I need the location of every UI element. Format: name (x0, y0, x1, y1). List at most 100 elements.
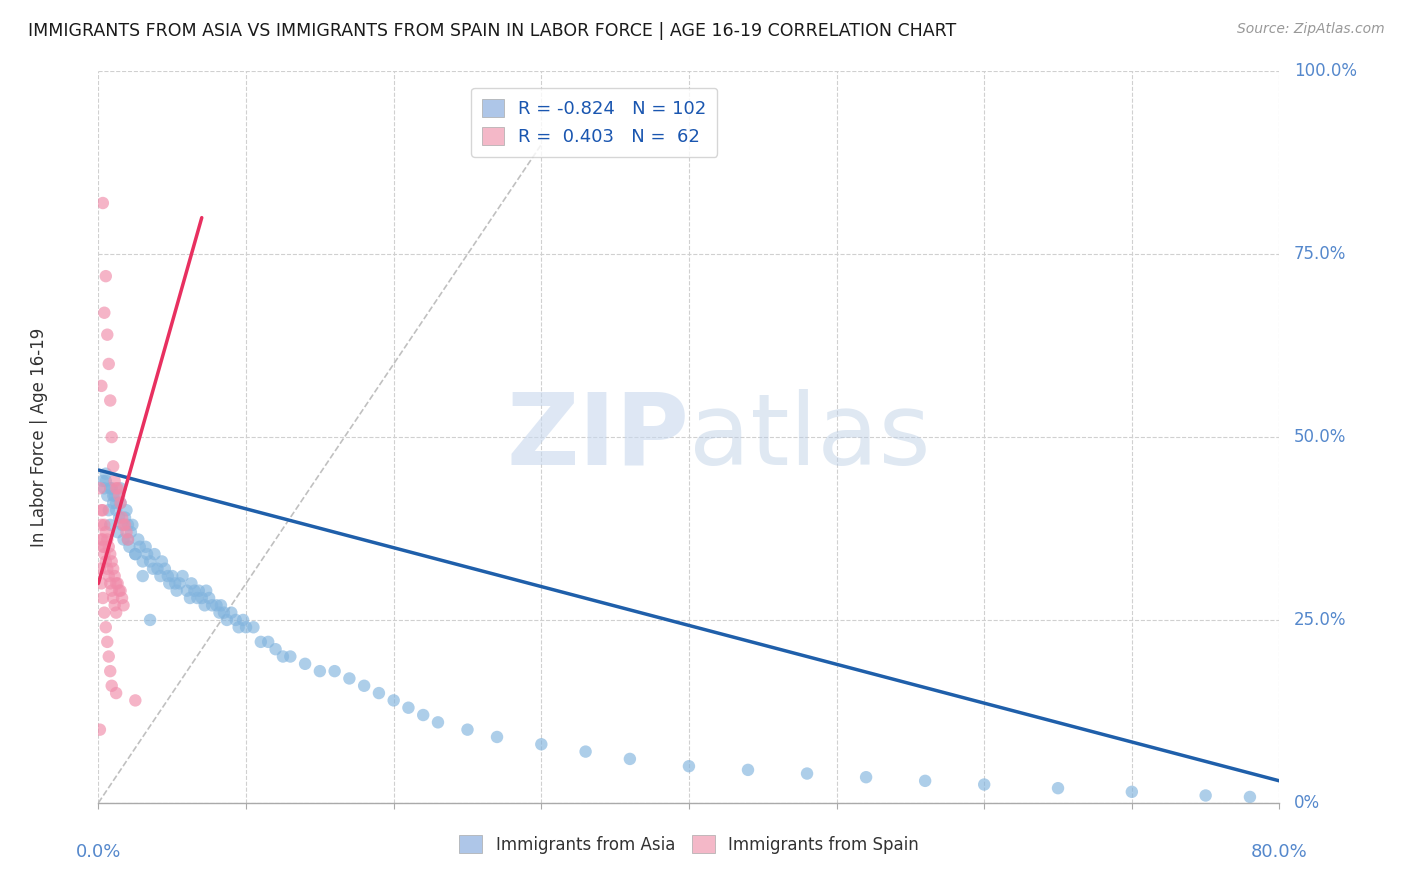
Point (737, 763, 759, 777)
Point (855, 770, 877, 784)
Point (486, 730, 509, 744)
Point (107, 576, 129, 591)
Point (120, 525, 142, 540)
Point (183, 583, 205, 598)
Point (294, 657, 316, 671)
Point (165, 576, 187, 591)
Point (96, 533, 118, 547)
Point (172, 569, 194, 583)
Point (135, 540, 157, 554)
Point (169, 576, 191, 591)
Text: 0%: 0% (1294, 794, 1320, 812)
Point (619, 752, 641, 766)
Point (127, 533, 149, 547)
Point (235, 620, 257, 634)
Text: 75.0%: 75.0% (1294, 245, 1346, 263)
Point (90, 576, 112, 591)
Point (1121, 785, 1143, 799)
Point (97, 540, 120, 554)
Point (201, 599, 224, 613)
Point (110, 481, 132, 495)
Point (132, 554, 155, 568)
Point (112, 533, 135, 547)
Point (89, 481, 111, 495)
Point (94, 474, 117, 488)
Point (110, 496, 132, 510)
Point (368, 686, 391, 700)
Point (111, 510, 134, 524)
Point (221, 606, 243, 620)
Point (215, 613, 238, 627)
Point (112, 599, 135, 613)
Point (94, 620, 117, 634)
Point (114, 510, 136, 524)
Point (186, 591, 208, 605)
Text: IMMIGRANTS FROM ASIA VS IMMIGRANTS FROM SPAIN IN LABOR FORCE | AGE 16-19 CORRELA: IMMIGRANTS FROM ASIA VS IMMIGRANTS FROM … (28, 22, 956, 40)
Point (1046, 781, 1070, 796)
Point (91, 591, 114, 605)
Text: atlas: atlas (689, 389, 931, 485)
Point (139, 613, 162, 627)
Point (93, 517, 115, 532)
Point (115, 525, 138, 540)
Point (110, 583, 132, 598)
Point (112, 517, 135, 532)
Point (97, 503, 120, 517)
Point (107, 481, 129, 495)
Point (398, 700, 420, 714)
Point (105, 496, 128, 510)
Point (136, 547, 159, 561)
Point (97, 569, 120, 583)
Text: 100.0%: 100.0% (1294, 62, 1357, 80)
Point (228, 620, 250, 634)
Point (796, 766, 818, 780)
Point (114, 517, 136, 532)
Point (105, 503, 128, 517)
Point (162, 569, 183, 583)
Point (97, 649, 120, 664)
Point (225, 613, 247, 627)
Point (111, 517, 134, 532)
Point (93, 547, 115, 561)
Point (117, 533, 139, 547)
Point (100, 583, 122, 598)
Point (271, 649, 294, 664)
Point (89, 723, 111, 737)
Text: 50.0%: 50.0% (1294, 428, 1346, 446)
Point (98, 393, 121, 408)
Point (157, 576, 180, 591)
Point (91, 503, 114, 517)
Point (104, 489, 127, 503)
Text: In Labor Force | Age 16-19: In Labor Force | Age 16-19 (31, 327, 48, 547)
Point (104, 599, 127, 613)
Point (205, 599, 228, 613)
Point (117, 533, 139, 547)
Point (90, 517, 112, 532)
Point (353, 679, 375, 693)
Point (94, 554, 117, 568)
Point (128, 540, 150, 554)
Point (104, 474, 127, 488)
Point (93, 481, 115, 495)
Point (108, 510, 131, 524)
Point (973, 778, 995, 792)
Point (103, 591, 125, 605)
Point (139, 554, 162, 568)
Point (111, 591, 134, 605)
Point (103, 496, 125, 510)
Point (323, 664, 346, 678)
Point (96, 489, 118, 503)
Point (117, 517, 139, 532)
Point (90, 379, 112, 393)
Point (105, 686, 128, 700)
Text: 25.0%: 25.0% (1294, 611, 1346, 629)
Point (180, 576, 202, 591)
Point (194, 599, 217, 613)
Legend: Immigrants from Asia, Immigrants from Spain: Immigrants from Asia, Immigrants from Sp… (453, 829, 925, 860)
Point (110, 496, 132, 510)
Point (150, 554, 173, 568)
Point (90, 503, 112, 517)
Point (191, 591, 214, 605)
Point (457, 723, 479, 737)
Point (98, 576, 121, 591)
